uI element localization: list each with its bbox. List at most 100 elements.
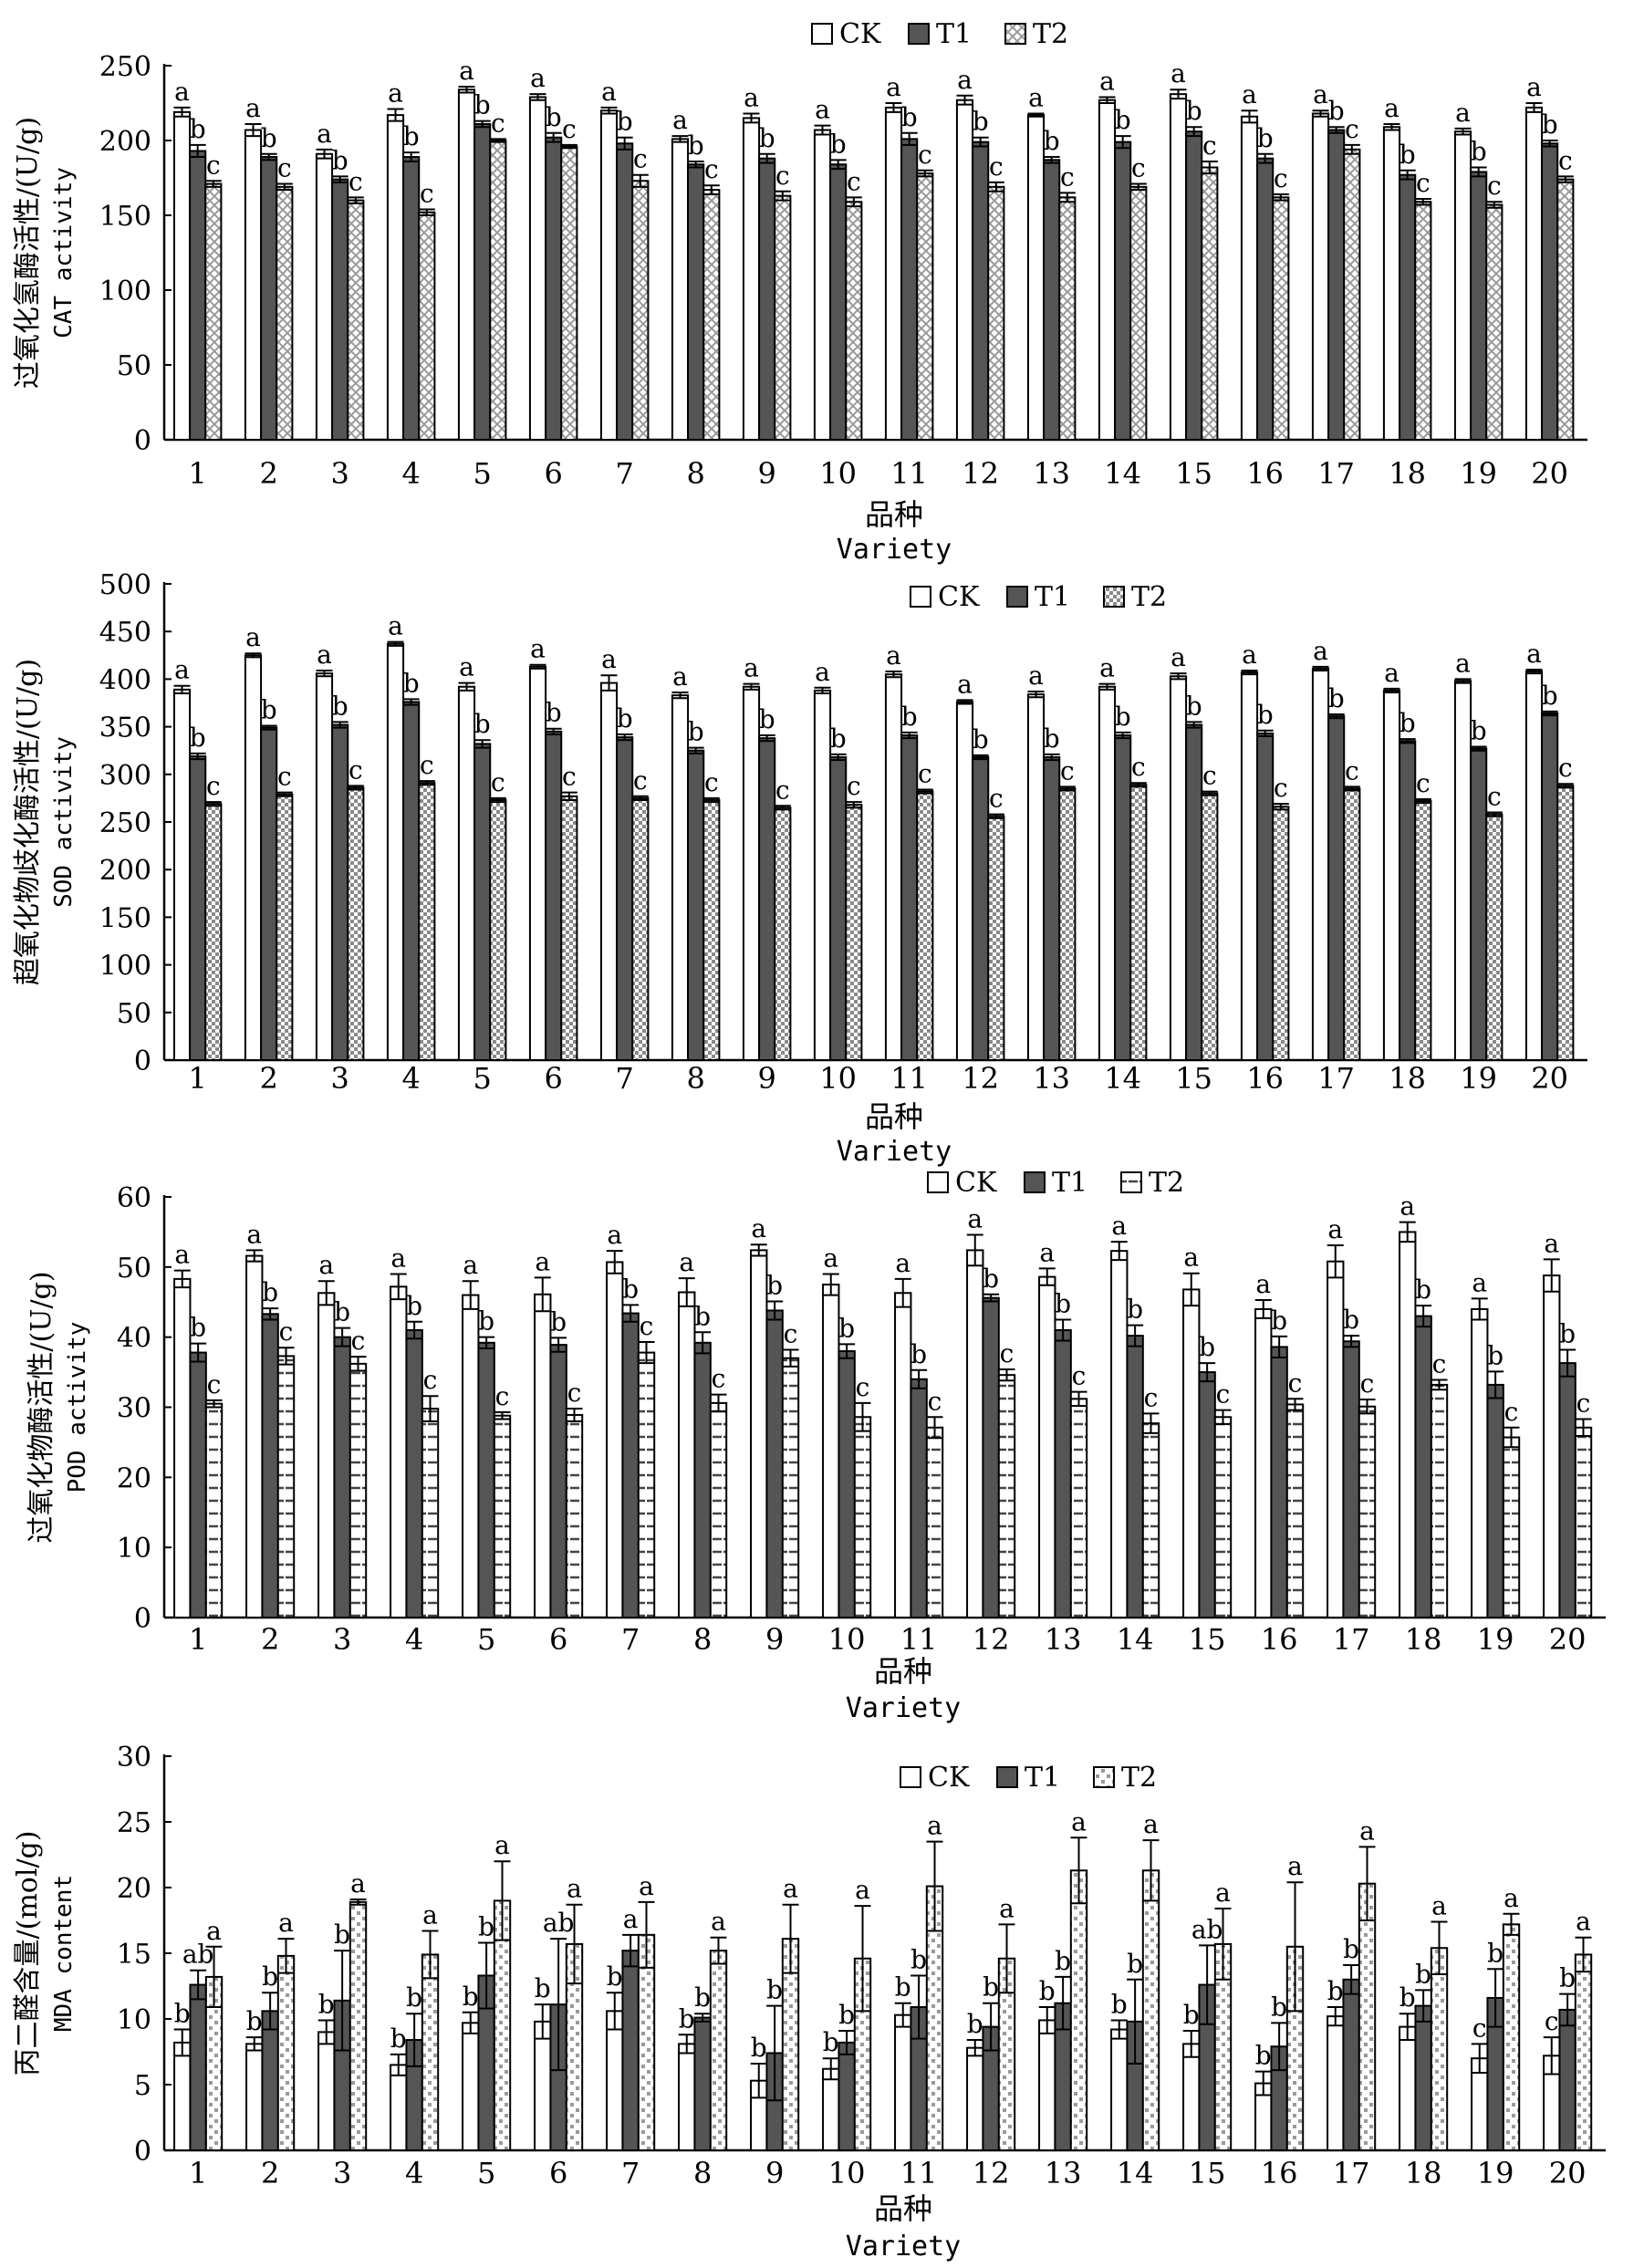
bar-CK-5 <box>457 88 476 442</box>
significance-letter: b <box>830 129 847 159</box>
significance-letter: b <box>973 107 989 137</box>
y-tick-label: 10 <box>117 2004 151 2036</box>
significance-letter: b <box>261 695 277 725</box>
significance-letter: a <box>711 1907 726 1937</box>
bar-T2-16 <box>1285 1403 1305 1618</box>
bar-T2-11 <box>916 172 934 442</box>
bar-CK-2 <box>244 654 263 1061</box>
significance-letter: b <box>901 102 918 132</box>
significance-letter: c <box>420 178 434 208</box>
significance-letter: a <box>530 634 546 664</box>
significance-letter: a <box>895 1248 910 1278</box>
significance-letter: c <box>918 759 932 789</box>
bar-T1-1 <box>189 754 207 1061</box>
bar-CK-17 <box>1327 1260 1345 1618</box>
significance-letter: a <box>1028 82 1044 112</box>
x-axis-title-en: Variety <box>837 1136 952 1168</box>
significance-letter: a <box>1255 1269 1271 1299</box>
significance-letter: c <box>712 1364 726 1394</box>
significance-letter: b <box>1271 1992 1287 2022</box>
bar-CK-14 <box>1110 2028 1129 2152</box>
y-tick-label: 150 <box>99 902 151 934</box>
bar-T1-2 <box>260 156 278 441</box>
significance-letter: c <box>207 1369 222 1399</box>
x-tick-label: 5 <box>473 1061 491 1096</box>
x-tick-label: 5 <box>473 456 491 491</box>
significance-letter: a <box>1171 58 1186 88</box>
bar-T1-19 <box>1470 171 1488 441</box>
x-tick-label: 17 <box>1333 2156 1370 2190</box>
significance-letter: a <box>1313 636 1328 666</box>
bar-T1-12 <box>972 756 990 1061</box>
x-tick-label: 4 <box>401 1061 420 1096</box>
legend-label-T1: T1 <box>1052 1167 1087 1199</box>
legend-label-T1: T1 <box>1035 581 1070 613</box>
significance-letter: a <box>601 77 617 107</box>
bar-T1-4 <box>402 156 421 441</box>
bar-T1-2 <box>261 2010 279 2152</box>
y-tick-label: 50 <box>117 998 151 1030</box>
significance-letter: a <box>174 655 190 685</box>
bar-T2-15 <box>1201 792 1219 1061</box>
legend-swatch-CK <box>811 23 833 45</box>
significance-letter: a <box>1215 1878 1231 1908</box>
x-tick-label: 12 <box>973 1622 1010 1657</box>
x-tick-label: 5 <box>477 2156 495 2190</box>
significance-letter: a <box>855 1875 870 1905</box>
significance-letter: a <box>535 1246 550 1276</box>
x-tick-label: 17 <box>1317 1061 1355 1096</box>
x-axis-title-en: Variety <box>846 1692 961 1724</box>
bar-T1-18 <box>1399 740 1417 1061</box>
significance-letter: b <box>967 2009 983 2039</box>
bar-CK-4 <box>390 1285 408 1618</box>
bar-T1-11 <box>900 138 919 442</box>
legend-swatch-CK <box>900 1766 921 1788</box>
bar-T2-3 <box>349 1900 368 2152</box>
bar-T2-6 <box>565 1413 584 1618</box>
bar-CK-11 <box>884 673 903 1061</box>
bar-T1-3 <box>333 1336 351 1618</box>
significance-letter: b <box>174 1999 191 2029</box>
x-tick-label: 5 <box>477 1622 495 1657</box>
significance-letter: b <box>973 724 989 754</box>
significance-letter: a <box>1399 1191 1415 1222</box>
significance-letter: b <box>1399 140 1416 170</box>
x-tick-label: 13 <box>1033 1061 1070 1096</box>
x-tick-label: 20 <box>1549 1622 1587 1657</box>
significance-letter: a <box>1039 1237 1055 1267</box>
bar-T1-17 <box>1327 715 1346 1062</box>
significance-letter: b <box>617 107 633 137</box>
significance-letter: c <box>856 1372 870 1402</box>
bar-T1-11 <box>910 1378 928 1619</box>
y-tick-label: 30 <box>117 1742 151 1774</box>
bar-CK-10 <box>813 129 832 442</box>
legend-swatch-T2 <box>1004 23 1026 45</box>
legend: CK T1 T2 <box>927 1167 1184 1199</box>
x-tick-label: 10 <box>828 1622 866 1657</box>
legend-label-T1: T1 <box>936 18 972 50</box>
bar-T1-6 <box>545 136 563 441</box>
significance-letter: b <box>1487 1938 1504 1968</box>
bar-CK-18 <box>1399 1231 1417 1618</box>
x-tick-label: 19 <box>1477 2156 1514 2190</box>
x-tick-label: 10 <box>828 2156 866 2190</box>
significance-letter: c <box>989 151 1004 182</box>
bar-CK-15 <box>1169 93 1188 441</box>
significance-letter: c <box>1558 145 1573 175</box>
significance-letter: a <box>1472 1267 1487 1297</box>
significance-letter: a <box>1455 648 1471 678</box>
bar-T1-16 <box>1256 732 1275 1062</box>
y-tick-label: 5 <box>134 2070 151 2102</box>
bar-T1-3 <box>331 178 349 441</box>
significance-letter: b <box>983 1264 999 1294</box>
significance-letter: c <box>1000 1338 1014 1368</box>
significance-letter: c <box>423 1365 438 1395</box>
y-axis-title-en: MDA content <box>50 1875 78 2032</box>
significance-letter: b <box>1327 1976 1344 2006</box>
significance-letter: b <box>983 1972 999 2003</box>
bar-CK-17 <box>1311 667 1330 1062</box>
significance-letter: ab <box>182 1940 214 1970</box>
significance-letter: a <box>623 1904 639 1934</box>
legend-swatch-T2 <box>1120 1171 1142 1193</box>
significance-letter: b <box>1271 1306 1287 1336</box>
